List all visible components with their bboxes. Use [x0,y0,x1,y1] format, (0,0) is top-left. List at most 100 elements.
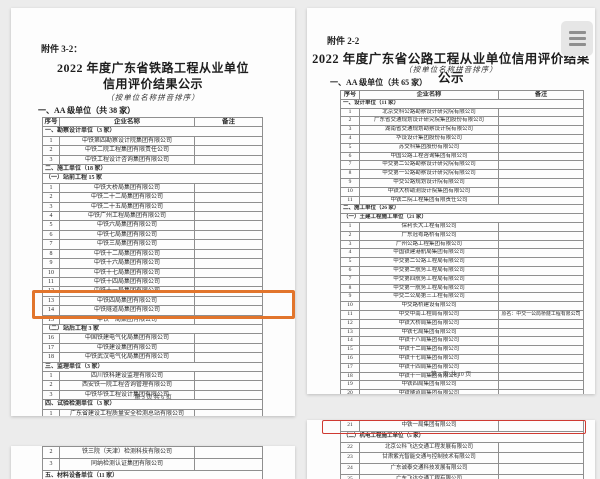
cell-note [498,380,584,391]
page-footer: 第 3 页 共 10 页 [430,372,472,378]
page-title: 2022 年度广东省公路工程从业单位信用评价结果公示 [312,52,590,85]
table-row: 4 华设设计集团股份有限公司 [340,133,584,144]
table-row: 2 广东冠粤路桥有限公司 [340,230,584,241]
cell-name: 中铁大桥局集团有限公司 [359,318,499,329]
cell-note [194,295,263,307]
cell-name: 广东飞达交通工程有限公司 [359,473,499,479]
menu-bar [568,31,586,34]
cell-note [194,286,263,297]
cell-name: 华设设计集团股份有限公司 [359,133,499,144]
cell-no: 9 [42,258,60,269]
cell-name: 广东省交通规划设计研究院集团股份有限公司 [359,116,499,127]
cell-note [498,239,584,250]
cell-no: 12 [340,318,360,329]
cell-no: 5 [340,142,360,153]
cell-no: 2 [42,145,60,156]
cell-no: 2 [42,446,60,459]
cell-note [498,151,584,162]
cell-name: 同纳检测认证集团有限公司 [59,458,195,471]
table-row: 7 中交第二公路勘察设计研究院有限公司 [340,160,584,171]
cell-name: 广东诚泰交通科技发展有限公司 [359,463,499,475]
subsection-row: （一）土建工程施工单位（21 家） [340,213,584,223]
cell-no: 2 [340,230,360,241]
cell-name: 中铁十六局集团有限公司 [59,258,195,269]
cell-note [194,220,263,231]
cell-name: 中铁十七局集团有限公司 [59,267,195,278]
page-title-line1: 2022 年度广东省铁路工程从业单位 [56,61,249,75]
cell-name: 中铁二院工程集团有限责任公司 [59,145,195,156]
cell-no: 23 [340,452,360,465]
cell-note [498,292,584,303]
cell-name: 中铁隧道局集团有限公司 [359,389,499,394]
cell-note [498,452,584,465]
cell-note [194,211,263,222]
cell-name: 中铁十二局集团有限公司 [59,248,195,260]
section-row: 一、勘察设计单位（3 家） [42,126,263,137]
cell-name: 北京交科公路勘察设计研究院有限公司 [359,107,499,118]
cell-note [194,458,263,471]
section-heading: 一、AA 级单位（共 38 家） [38,106,136,115]
table-row: 11 中铁二院工程集团有限责任公司 [340,195,584,206]
cell-name: 中铁二十二局集团有限公司 [59,192,195,203]
cell-note [194,267,263,278]
cell-note [194,135,263,147]
cell-name: 中铁四局集团有限公司 [59,295,195,307]
cell-name: 甘肃紫光智能交通与控制技术有限公司 [359,452,499,465]
cell-name: 中铁广州工程局集团有限公司 [59,211,195,222]
section-row: 三、监理单位（3 家） [42,361,263,372]
table-row: 9 中交公路规划设计院有限公司 [340,177,584,188]
cell-note [194,145,263,156]
table-row: 4 中铁广州工程局集团有限公司 [42,211,263,222]
cell-no: 8 [340,283,360,294]
cell-name: 西安铁一院工程咨询管理有限公司 [59,380,195,391]
cell-no: 3 [340,125,360,135]
cell-note [498,195,584,206]
cell-name: 中铁武汉电气化局集团有限公司 [59,352,195,363]
railway-units-table: 序号 企业名称 备注 一、勘察设计单位（3 家） 1 中铁第四勘察设计院集团有限公司… [42,116,263,416]
subsection-row: （二）机电工程施工单位（5 家） [340,430,584,443]
cell-name: 中交第二公路工程局有限公司 [359,257,499,267]
cell-note [194,276,263,288]
col-header-name: 企业名称 [59,116,195,128]
cell-name: 中铁二院工程集团有限责任公司 [359,195,499,206]
cell-no: 2 [340,116,360,127]
cell-name: 广州公路工程集团有限公司 [359,239,499,250]
section-row: 二、施工单位（18 家） [42,164,263,175]
cell-no: 10 [340,186,360,197]
table-row: 6 中交第二航务工程局有限公司 [340,265,584,276]
cell-name: 中铁六局集团有限公司 [59,220,195,231]
highway-units-table-continued: 21 中铁一局集团有限公司 （二）机电工程施工单位（5 家） 22 北京公科飞达交通工程… [340,420,584,479]
cell-no: 1 [340,107,360,118]
section-row: 一、设计单位（11 家） [340,98,584,109]
attachment-label: 附件 3-2： [41,44,83,54]
cell-note [498,230,584,241]
col-header-no: 序号 [340,90,360,100]
cell-note [194,201,263,213]
hamburger-menu-icon[interactable] [561,21,593,56]
cell-no: 24 [340,463,360,475]
section-label: （一）站前工程 15 家 [42,173,263,184]
table-header-row: 序号 企业名称 备注 [42,116,263,128]
cell-note [194,314,263,325]
cell-note [498,420,584,432]
table-row: 19 中铁四局集团有限公司 [340,380,584,391]
cell-no: 20 [340,389,360,394]
table-row: 2 中铁二院工程集团有限责任公司 [42,145,263,156]
cell-name: 中交第一公路勘察设计研究院有限公司 [359,169,499,179]
table-row: 10 中铁大桥勘测设计院集团有限公司 [340,186,584,197]
cell-note [194,229,263,241]
cell-no: 4 [340,133,360,144]
cell-no: 19 [340,380,360,391]
cell-name: 四川铁科建设监理有限公司 [59,370,195,382]
table-row: 16 中铁十七局集团有限公司 [340,353,584,364]
table-row: 10 中交路桥建设有限公司 [340,301,584,311]
cell-note [498,107,584,118]
section-heading: 一、AA 级单位（共 65 家） [330,78,428,87]
cell-note [194,446,263,459]
cell-name: 中交第一航务工程局有限公司 [359,283,499,294]
cell-name: 中铁十一局集团有限公司 [59,286,195,297]
cell-note [194,192,263,203]
section-label: （二）站后工程 3 家 [42,323,263,335]
section-row: 五、材料设备单位（11 家） [42,470,263,479]
subsection-row: （二）站后工程 3 家 [42,323,263,335]
